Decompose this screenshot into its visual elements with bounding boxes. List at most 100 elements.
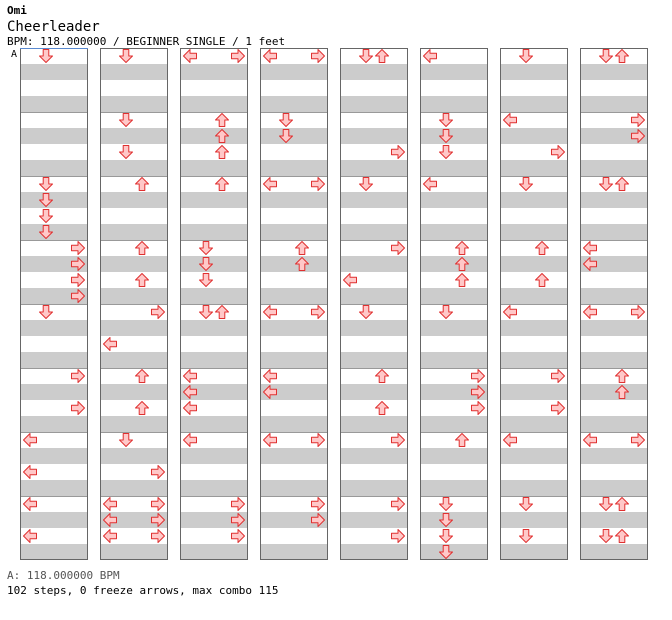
beat-stripe [340,448,408,464]
beat-stripe [580,256,648,272]
beat-stripe [340,544,408,560]
beat-stripe [420,384,488,400]
beat-stripe [180,480,248,496]
arrow-left-icon [23,529,37,543]
arrow-right-icon [71,241,85,255]
arrow-down-icon [199,273,213,287]
beat-stripe [180,352,248,368]
beat-stripe [500,448,568,464]
beat-stripe [500,288,568,304]
arrow-up-icon [215,305,229,319]
arrow-down-icon [439,145,453,159]
beat-stripe [20,160,88,176]
arrow-left-icon [503,113,517,127]
beat-stripe [180,448,248,464]
arrow-right-icon [631,305,645,319]
arrow-right-icon [631,433,645,447]
arrow-down-icon [439,305,453,319]
arrow-down-icon [199,257,213,271]
beat-stripe [580,352,648,368]
beat-stripe [340,480,408,496]
arrow-left-icon [263,385,277,399]
arrow-right-icon [151,513,165,527]
beat-stripe [260,544,328,560]
chart-column [180,48,248,560]
arrow-up-icon [295,257,309,271]
beat-stripe [340,512,408,528]
arrow-right-icon [551,401,565,415]
arrow-up-icon [615,369,629,383]
arrow-right-icon [231,497,245,511]
beat-stripe [100,480,168,496]
beat-stripe [100,448,168,464]
arrow-right-icon [631,113,645,127]
beat-stripe [20,448,88,464]
beat-stripe [580,512,648,528]
beat-stripe [340,256,408,272]
beat-stripe [100,320,168,336]
beat-stripe [180,160,248,176]
chart-column [420,48,488,560]
arrow-right-icon [71,401,85,415]
beat-stripe [260,288,328,304]
arrow-down-icon [439,129,453,143]
arrow-down-icon [39,305,53,319]
beat-stripe [260,512,328,528]
beat-stripe [180,320,248,336]
bpm-marker-label: A [11,49,17,60]
arrow-up-icon [295,241,309,255]
beat-stripe [20,128,88,144]
arrow-left-icon [183,49,197,63]
beat-stripe [500,64,568,80]
column-border [340,48,408,560]
arrow-down-icon [359,49,373,63]
arrow-down-icon [39,177,53,191]
column-border [420,48,488,560]
arrow-left-icon [583,241,597,255]
beat-stripe [20,512,88,528]
chart-column [20,48,88,560]
beat-stripe [580,416,648,432]
beat-stripe [20,544,88,560]
chart-column [260,48,328,560]
arrow-up-icon [455,241,469,255]
arrow-down-icon [599,529,613,543]
beat-stripe [180,128,248,144]
arrow-right-icon [71,273,85,287]
beat-stripe [420,128,488,144]
arrow-down-icon [599,177,613,191]
beat-stripe [340,160,408,176]
beat-stripe [260,160,328,176]
arrow-right-icon [471,385,485,399]
arrow-up-icon [615,385,629,399]
arrow-up-icon [615,49,629,63]
arrow-left-icon [503,305,517,319]
beat-stripe [340,128,408,144]
beat-stripe [20,416,88,432]
beat-stripe [20,352,88,368]
beat-stripe [100,544,168,560]
arrow-up-icon [455,257,469,271]
beat-stripe [260,96,328,112]
beat-stripe [580,160,648,176]
beat-stripe [420,320,488,336]
arrow-down-icon [359,305,373,319]
arrow-left-icon [183,369,197,383]
chart-info: BPM: 118.000000 / BEGINNER SINGLE / 1 fe… [7,35,286,48]
arrow-left-icon [263,369,277,383]
beat-stripe [100,384,168,400]
beat-stripe [340,352,408,368]
arrow-right-icon [71,289,85,303]
beat-stripe [100,512,168,528]
beat-stripe [500,96,568,112]
beat-stripe [20,288,88,304]
arrow-right-icon [311,305,325,319]
arrow-down-icon [439,529,453,543]
beat-stripe [20,64,88,80]
beat-stripe [500,544,568,560]
beat-stripe [180,192,248,208]
arrow-right-icon [631,129,645,143]
arrow-down-icon [199,305,213,319]
beat-stripe [500,512,568,528]
arrow-down-icon [439,497,453,511]
